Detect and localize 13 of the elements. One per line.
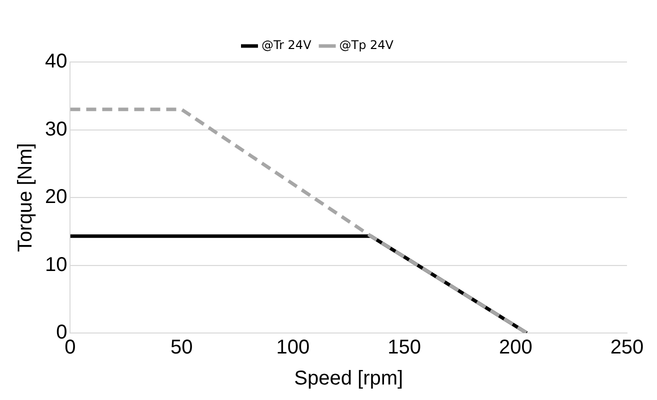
y-tick-label: 10 [44, 254, 68, 276]
y-tick-label: 40 [44, 50, 68, 73]
y-axis-title: Torque [Nm] [14, 143, 37, 252]
y-tick-label: 20 [44, 186, 68, 208]
x-axis-title: Speed [rpm] [294, 368, 404, 390]
y-tick-label: 30 [44, 118, 68, 140]
x-tick-label: 150 [388, 336, 421, 359]
x-tick-label: 100 [276, 336, 310, 359]
x-tick-label: 200 [498, 336, 532, 359]
x-tick-label: 50 [170, 336, 193, 359]
legend-label: @Tr 24V [261, 38, 312, 52]
legend-label: @Tp 24V [339, 38, 394, 52]
x-tick-label: 250 [610, 336, 644, 359]
